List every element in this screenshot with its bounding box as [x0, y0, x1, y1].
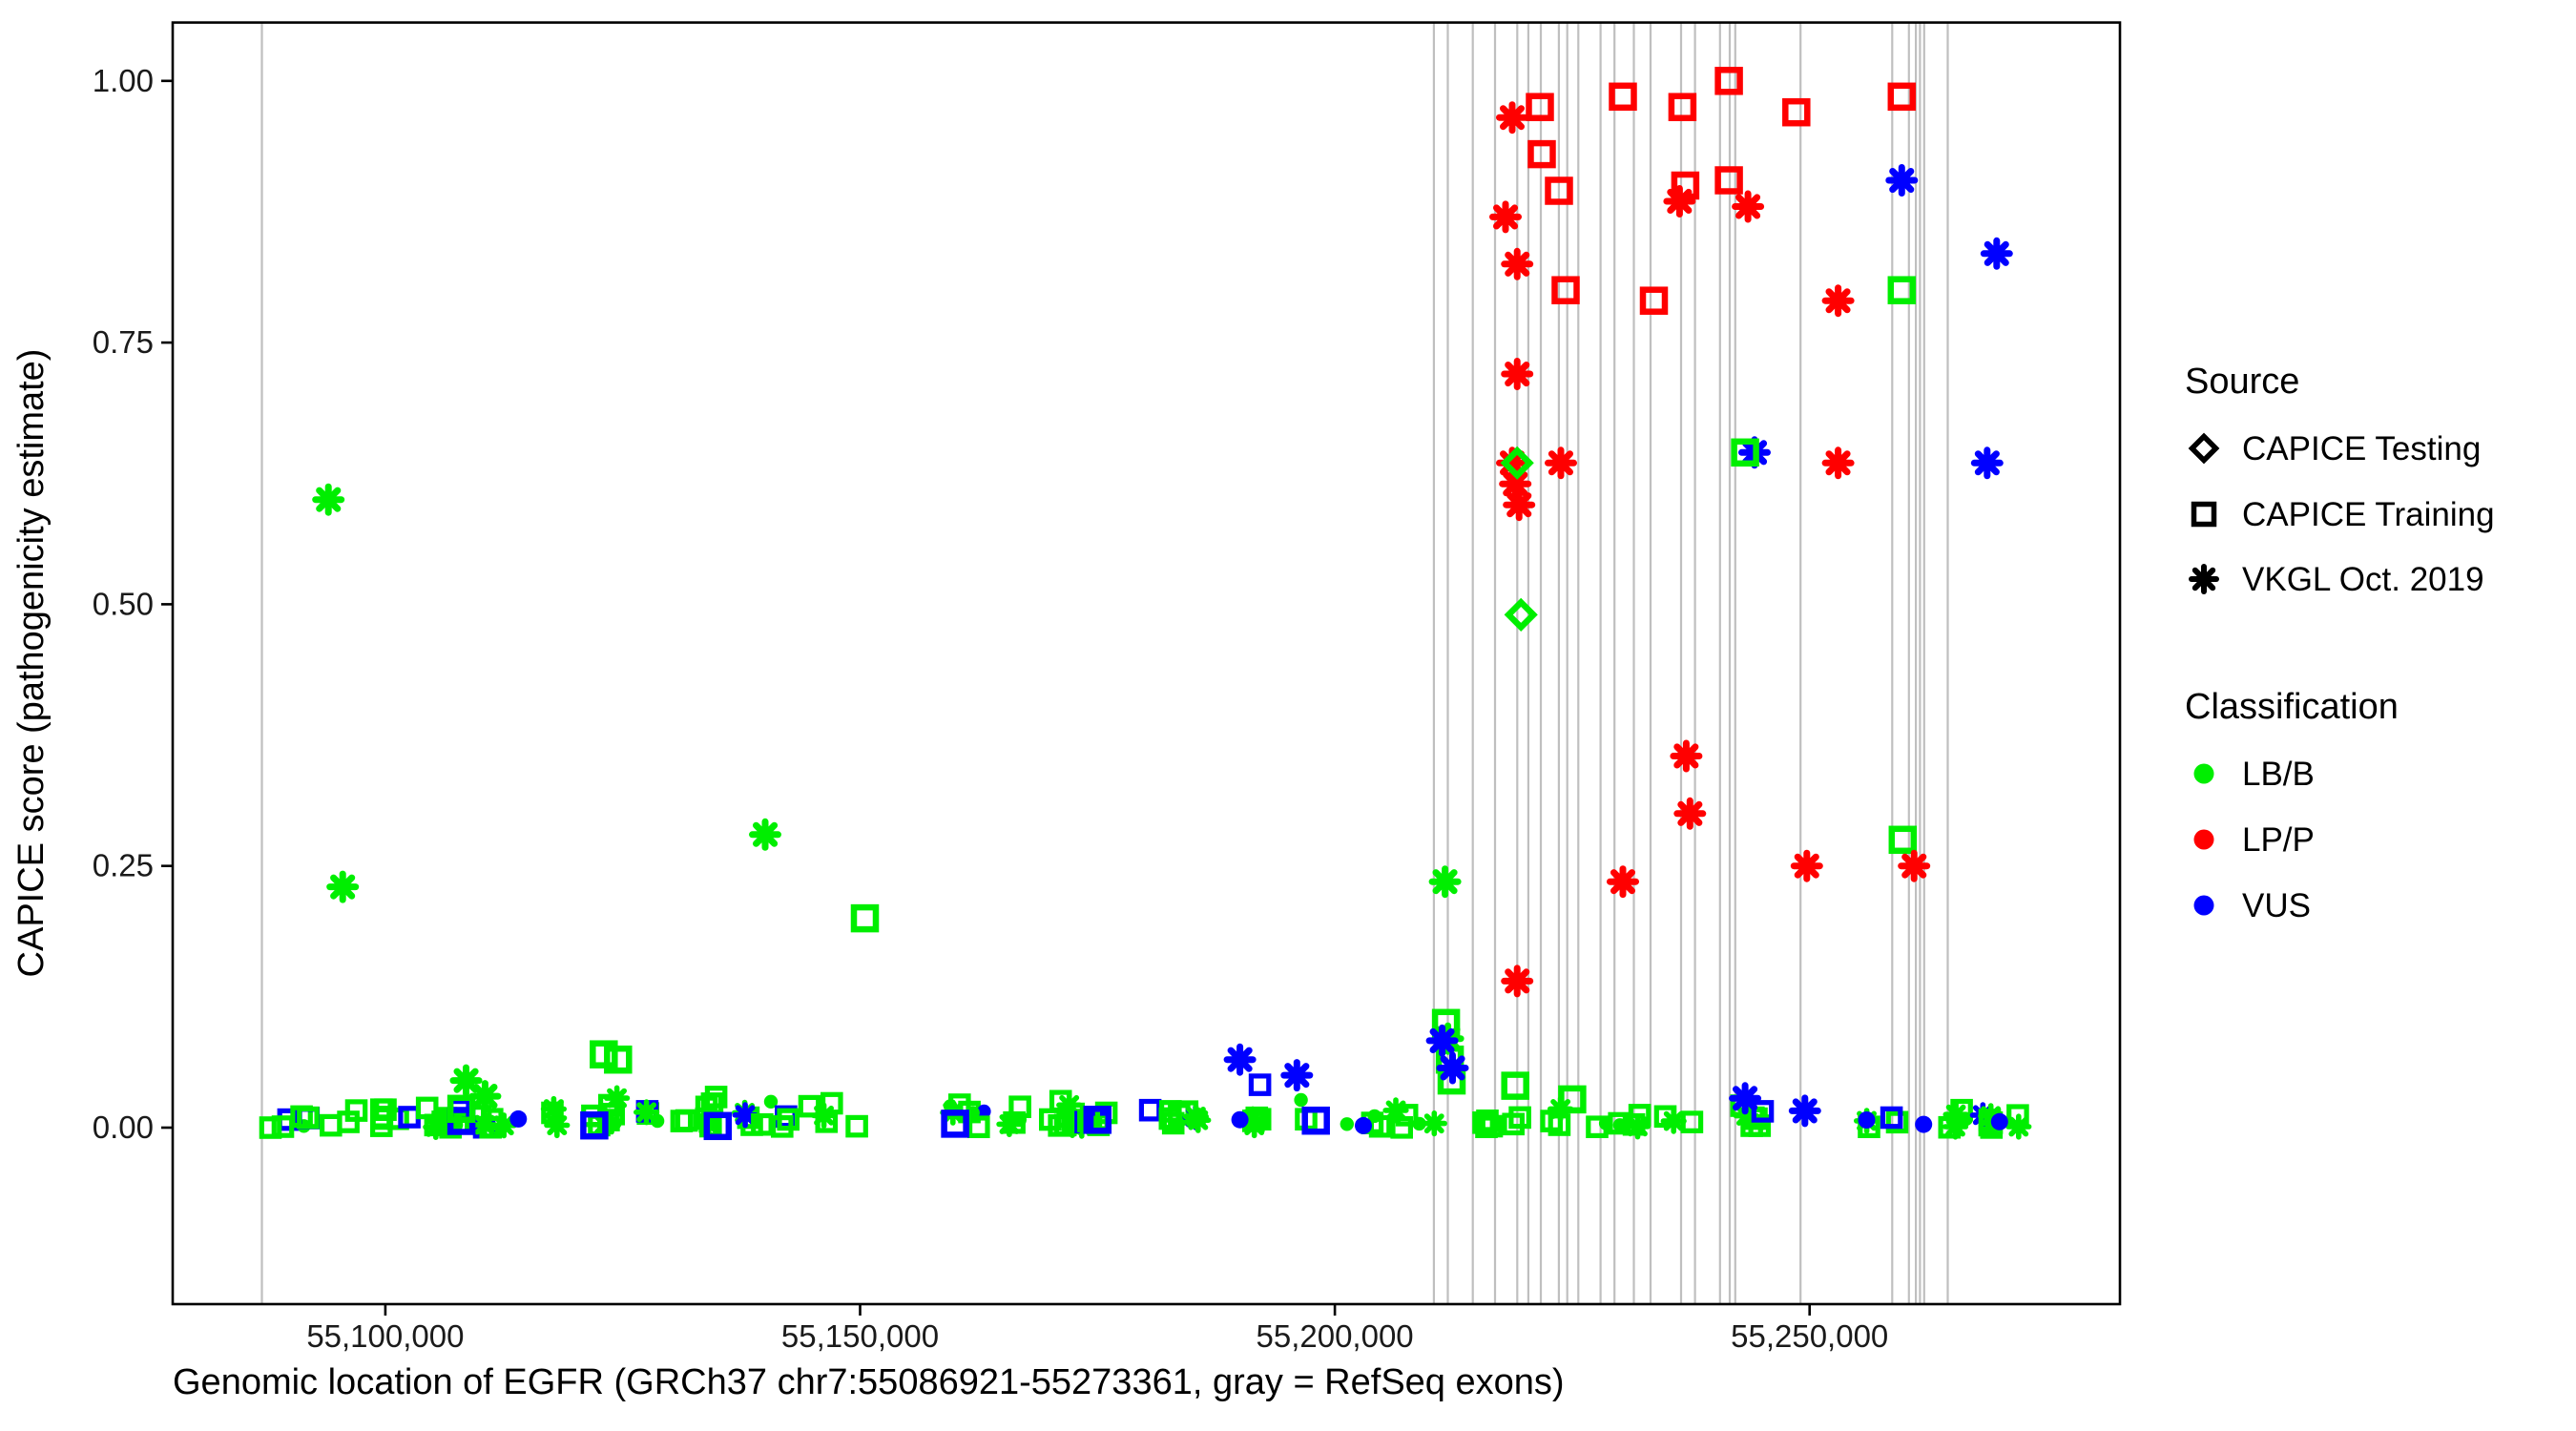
- svg-text:0.25: 0.25: [93, 848, 154, 883]
- svg-text:1.00: 1.00: [93, 63, 154, 98]
- svg-text:Source: Source: [2185, 362, 2299, 402]
- svg-text:CAPICE Testing: CAPICE Testing: [2242, 430, 2481, 467]
- svg-text:CAPICE Training: CAPICE Training: [2242, 496, 2495, 533]
- svg-text:VUS: VUS: [2242, 887, 2311, 924]
- svg-text:VKGL Oct. 2019: VKGL Oct. 2019: [2242, 561, 2484, 598]
- svg-text:55,150,000: 55,150,000: [781, 1318, 939, 1354]
- svg-text:55,250,000: 55,250,000: [1731, 1318, 1888, 1354]
- svg-text:CAPICE score (pathogenicity es: CAPICE score (pathogenicity estimate): [11, 349, 52, 978]
- svg-text:LB/B: LB/B: [2242, 756, 2315, 793]
- svg-text:55,100,000: 55,100,000: [306, 1318, 464, 1354]
- svg-text:0.50: 0.50: [93, 586, 154, 621]
- svg-text:0.75: 0.75: [93, 324, 154, 360]
- svg-text:0.00: 0.00: [93, 1110, 154, 1145]
- svg-text:LP/P: LP/P: [2242, 821, 2315, 859]
- svg-text:Classification: Classification: [2185, 687, 2399, 727]
- svg-text:55,200,000: 55,200,000: [1257, 1318, 1414, 1354]
